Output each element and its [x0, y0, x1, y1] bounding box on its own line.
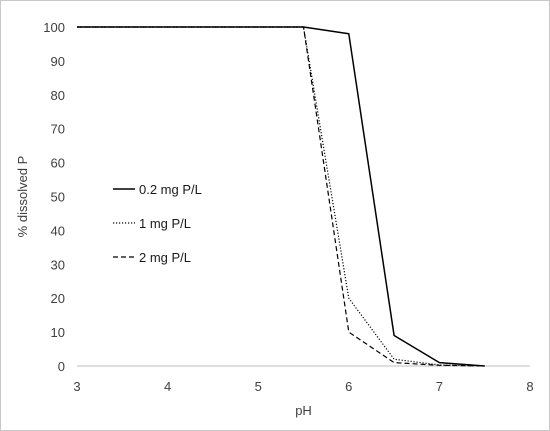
- y-tick-label: 50: [51, 190, 65, 205]
- legend-label: 0.2 mg P/L: [139, 182, 202, 197]
- y-tick-label: 10: [51, 325, 65, 340]
- y-axis-title: % dissolved P: [15, 156, 30, 238]
- x-tick-labels: 3 4 5 6 7 8: [73, 379, 533, 394]
- y-tick-label: 60: [51, 156, 65, 171]
- y-tick-label: 100: [43, 20, 65, 35]
- y-tick-label: 80: [51, 88, 65, 103]
- y-tick-label: 0: [58, 359, 65, 374]
- series-line-3: [77, 26, 485, 367]
- series-lines: [77, 26, 485, 367]
- y-tick-label: 30: [51, 257, 65, 272]
- legend-label: 2 mg P/L: [139, 250, 191, 265]
- x-tick-label: 5: [255, 379, 262, 394]
- x-tick-label: 3: [73, 379, 80, 394]
- x-tick-label: 6: [345, 379, 352, 394]
- y-tick-label: 70: [51, 122, 65, 137]
- y-tick-labels: 0 10 20 30 40 50 60 70 80 90 100: [43, 20, 65, 374]
- y-tick-label: 40: [51, 223, 65, 238]
- x-tick-label: 4: [164, 379, 171, 394]
- legend-label: 1 mg P/L: [139, 216, 191, 231]
- x-axis-title: pH: [295, 403, 312, 418]
- x-tick-label: 8: [526, 379, 533, 394]
- legend: 0.2 mg P/L 1 mg P/L 2 mg P/L: [113, 182, 202, 265]
- y-tick-label: 20: [51, 291, 65, 306]
- y-tick-label: 90: [51, 54, 65, 69]
- x-tick-label: 7: [436, 379, 443, 394]
